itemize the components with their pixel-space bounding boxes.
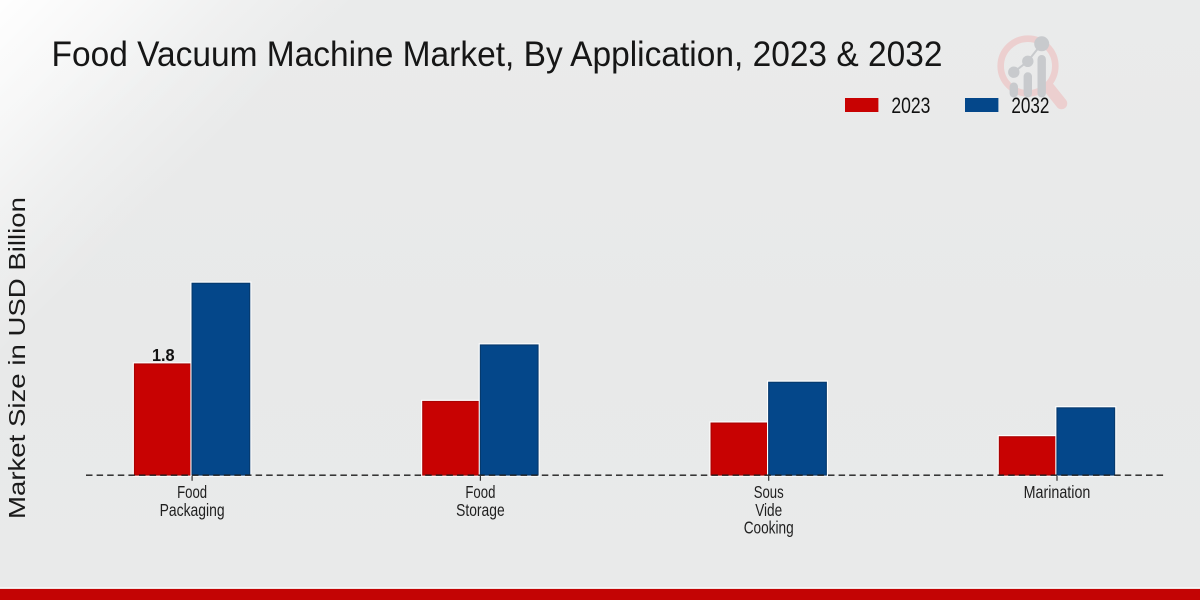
svg-text:Marination: Marination bbox=[1024, 482, 1091, 502]
svg-text:2032: 2032 bbox=[1011, 93, 1049, 118]
svg-text:Vide: Vide bbox=[755, 500, 782, 520]
svg-text:Food Vacuum Machine Market, By: Food Vacuum Machine Market, By Applicati… bbox=[52, 35, 943, 74]
svg-text:Cooking: Cooking bbox=[744, 518, 794, 538]
svg-text:Packaging: Packaging bbox=[160, 500, 225, 520]
svg-text:Market Size in USD Billion: Market Size in USD Billion bbox=[4, 197, 30, 519]
svg-text:1.8: 1.8 bbox=[152, 345, 175, 365]
svg-text:Food: Food bbox=[177, 482, 207, 502]
svg-text:Food: Food bbox=[465, 482, 495, 502]
svg-text:Storage: Storage bbox=[456, 500, 505, 520]
svg-text:Sous: Sous bbox=[754, 482, 784, 502]
svg-text:2023: 2023 bbox=[891, 93, 930, 118]
